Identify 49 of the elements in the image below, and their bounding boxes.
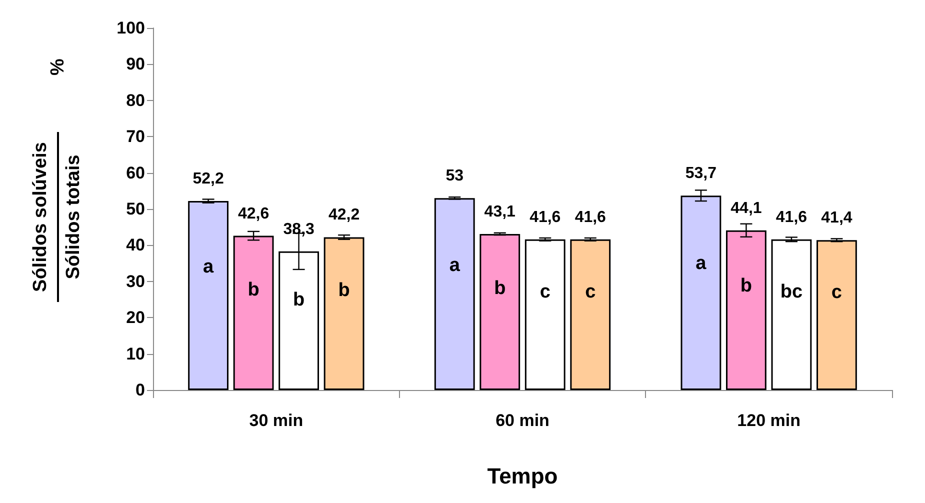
data-label: 52,2 bbox=[192, 170, 224, 188]
y-tick-label: 90 bbox=[126, 54, 145, 74]
data-label: 42,2 bbox=[328, 206, 360, 224]
y-tick-label: 100 bbox=[116, 18, 145, 38]
x-tick-label: 120 min bbox=[737, 411, 800, 430]
y-tick-label: 60 bbox=[126, 163, 145, 182]
text: Sólidos solúveis Sólidos totais % bbox=[30, 58, 84, 292]
y-tick-label: 0 bbox=[136, 380, 145, 400]
annotation: c bbox=[585, 282, 596, 303]
annotation: c bbox=[540, 282, 551, 303]
bar bbox=[188, 201, 228, 390]
bar bbox=[524, 239, 566, 390]
x-axis-title: Tempo bbox=[487, 464, 558, 488]
y-tick-label: 80 bbox=[126, 90, 145, 110]
annotation: a bbox=[449, 254, 460, 276]
x-tick-label: 30 min bbox=[249, 411, 304, 430]
annotation: b bbox=[740, 276, 752, 297]
data-label: 43,1 bbox=[484, 203, 516, 220]
annotation: c bbox=[831, 282, 842, 304]
annotation: a bbox=[696, 253, 707, 274]
data-label: 38,3 bbox=[283, 220, 314, 238]
annotation: b bbox=[338, 280, 350, 302]
y-tick-label: 30 bbox=[126, 272, 145, 291]
bar bbox=[233, 236, 274, 390]
data-label: 41,6 bbox=[530, 208, 561, 226]
bar bbox=[480, 234, 520, 390]
bar bbox=[434, 198, 475, 390]
data-label: 44,1 bbox=[730, 200, 762, 217]
annotation: a bbox=[202, 256, 214, 278]
y-tick-label: 20 bbox=[126, 308, 145, 328]
data-label: 41,6 bbox=[574, 208, 606, 226]
bar bbox=[570, 239, 611, 390]
y-tick-label: 10 bbox=[126, 344, 145, 364]
annotation: bc bbox=[780, 282, 803, 303]
data-label: 53 bbox=[446, 168, 464, 185]
annotation: b bbox=[494, 278, 506, 300]
data-label: 42,6 bbox=[238, 205, 270, 222]
bar bbox=[771, 239, 812, 390]
annotation: b bbox=[292, 289, 305, 310]
data-label: 41,6 bbox=[776, 208, 808, 226]
annotation: b bbox=[248, 279, 260, 300]
data-label: 41,4 bbox=[821, 210, 852, 227]
data-label: 53,7 bbox=[685, 165, 717, 182]
y-tick-label: 70 bbox=[126, 127, 145, 146]
y-tick-label: 40 bbox=[126, 236, 145, 255]
bar bbox=[816, 240, 857, 390]
x-tick-label: 60 min bbox=[496, 411, 550, 430]
bar bbox=[324, 237, 364, 390]
y-tick-label: 50 bbox=[126, 200, 145, 218]
